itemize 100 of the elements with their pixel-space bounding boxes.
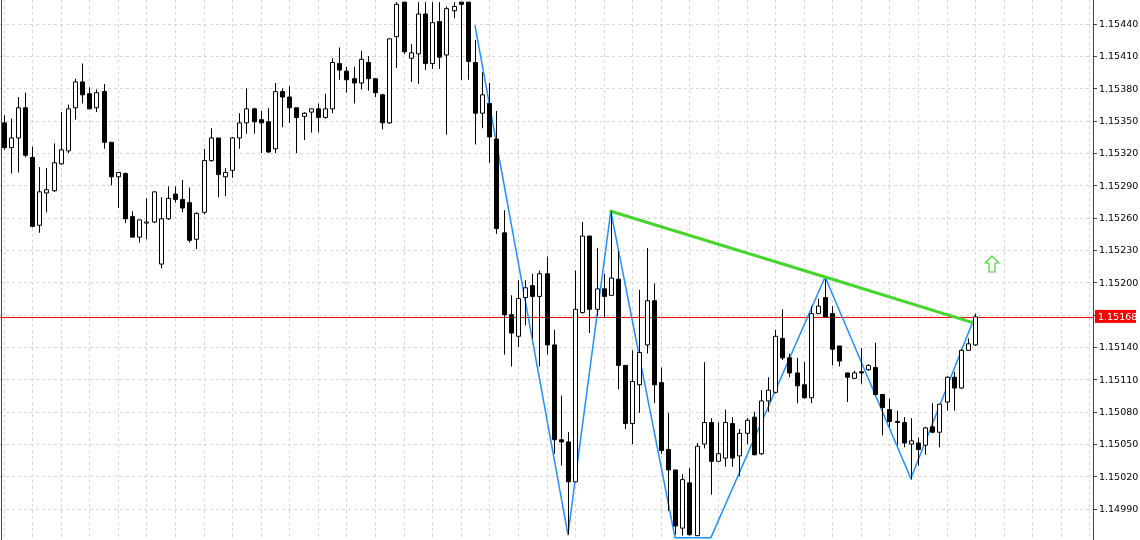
candlestick xyxy=(94,88,99,113)
candlestick xyxy=(773,329,778,394)
candlestick xyxy=(666,412,671,512)
candlestick xyxy=(423,1,428,71)
candlestick xyxy=(809,305,814,404)
candlestick xyxy=(59,111,64,166)
candlestick xyxy=(973,313,978,347)
y-tick-label: 1.14990 xyxy=(1099,503,1139,515)
candlestick xyxy=(30,146,35,228)
candlestick xyxy=(552,329,557,455)
y-tick-label: 1.15110 xyxy=(1099,373,1139,385)
candlestick xyxy=(587,235,592,334)
y-tick-label: 1.15200 xyxy=(1099,276,1139,288)
y-tick-label: 1.15380 xyxy=(1099,82,1139,94)
candlestick xyxy=(845,372,850,403)
candlestick xyxy=(173,185,178,204)
candlestick xyxy=(252,107,257,135)
candlestick xyxy=(595,247,600,317)
y-tick-label: 1.15350 xyxy=(1099,115,1139,127)
candlestick xyxy=(130,210,135,238)
candlestick xyxy=(680,473,685,537)
candlestick xyxy=(709,417,714,496)
candlestick xyxy=(759,389,764,456)
candlestick xyxy=(823,278,828,318)
candlestick xyxy=(766,376,771,413)
candlestick xyxy=(116,171,121,209)
candlestick xyxy=(402,1,407,55)
candlestick xyxy=(702,361,707,449)
candlestick xyxy=(673,469,678,536)
candlestick xyxy=(216,137,221,198)
candlestick xyxy=(687,467,692,537)
candlestick xyxy=(909,417,914,481)
candlestick xyxy=(745,417,750,445)
candlestick xyxy=(109,141,114,186)
candlestick xyxy=(902,416,907,448)
candlestick xyxy=(816,298,821,315)
candlestick xyxy=(444,5,449,136)
candlestick xyxy=(44,167,49,213)
candlestick xyxy=(187,187,192,244)
candlestick xyxy=(337,46,342,81)
candlestick xyxy=(194,211,199,250)
y-tick-label: 1.15410 xyxy=(1099,50,1139,62)
candlestick xyxy=(537,270,542,367)
candlestick xyxy=(323,93,328,120)
candlestick xyxy=(80,63,85,104)
candlestick xyxy=(866,363,871,372)
y-tick-label: 1.15020 xyxy=(1099,470,1139,482)
line-series xyxy=(474,25,976,539)
candlestick xyxy=(223,167,228,197)
candlestick xyxy=(309,108,314,134)
candlestick xyxy=(352,66,357,104)
candlestick xyxy=(830,305,835,366)
candlestick xyxy=(437,1,442,70)
candlestick xyxy=(859,347,864,385)
candlestick xyxy=(202,148,207,215)
candlestick xyxy=(159,196,164,269)
candlestick xyxy=(959,348,964,390)
candlestick xyxy=(287,85,292,124)
candlestick xyxy=(330,57,335,114)
candlestick xyxy=(966,337,971,351)
candlestick xyxy=(916,437,921,467)
candlestick xyxy=(73,78,78,121)
candlestick xyxy=(659,367,664,455)
candlestick xyxy=(373,78,378,98)
candlestick xyxy=(302,111,307,141)
candlestick xyxy=(102,83,107,150)
candlestick xyxy=(873,342,878,397)
candlestick xyxy=(559,395,564,467)
y-tick-label: 1.15230 xyxy=(1099,244,1139,256)
candlestick xyxy=(380,93,385,130)
candlestick xyxy=(652,282,657,404)
candlestick xyxy=(695,442,700,537)
candlestick xyxy=(616,250,621,390)
candlestick xyxy=(602,273,607,319)
candlestick xyxy=(87,86,92,110)
candlestick xyxy=(152,191,157,224)
candlestick xyxy=(737,428,742,477)
candlestick xyxy=(23,92,28,158)
candlestick xyxy=(244,87,249,135)
candlestick xyxy=(580,221,585,315)
candlestick xyxy=(387,38,392,125)
candlestick xyxy=(509,294,514,367)
candlestick xyxy=(530,273,535,339)
candlestick xyxy=(723,409,728,468)
candlestick xyxy=(316,102,321,134)
candlestick xyxy=(237,112,242,150)
y-tick-label: 1.15440 xyxy=(1099,18,1139,30)
candlestick xyxy=(166,185,171,221)
candlestick xyxy=(273,82,278,154)
candlestick xyxy=(780,308,785,361)
candlestick xyxy=(344,66,349,94)
candlestick xyxy=(52,142,57,193)
candlestick xyxy=(180,179,185,213)
candlestick xyxy=(645,247,650,355)
candlestick xyxy=(473,39,478,145)
candlestick xyxy=(2,114,7,151)
candlestick xyxy=(266,107,271,154)
candlestick xyxy=(259,110,264,154)
candlestick xyxy=(409,43,414,83)
candlestick xyxy=(359,50,364,90)
